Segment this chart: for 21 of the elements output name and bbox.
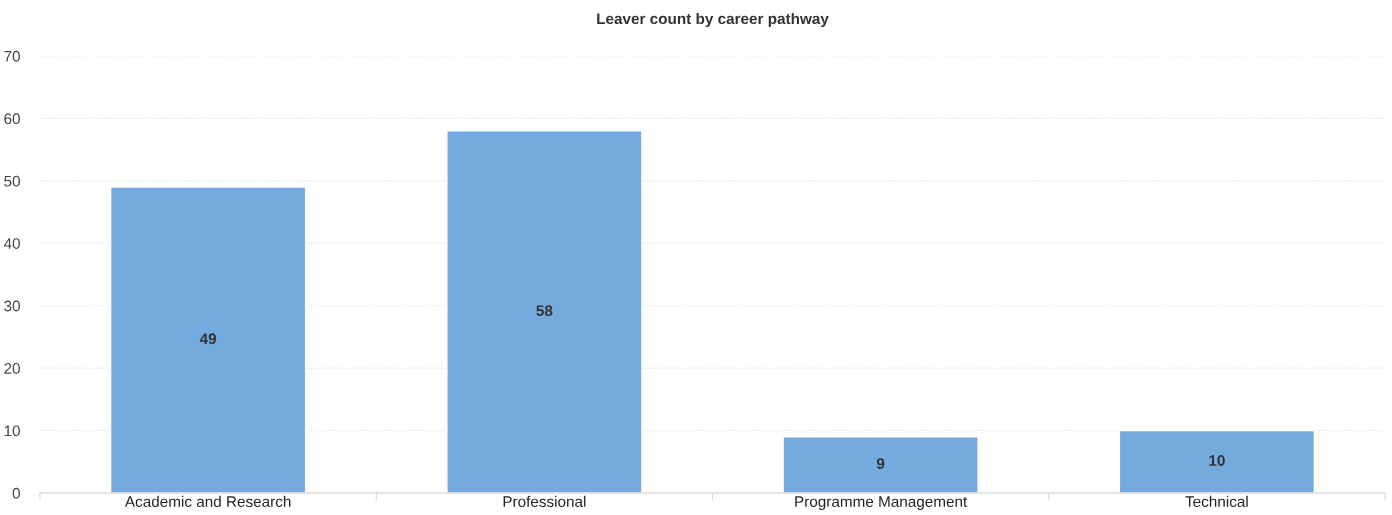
- y-tick-label: 70: [4, 50, 20, 62]
- data-label: 58: [536, 305, 553, 317]
- x-tick-label: Technical: [1185, 495, 1248, 507]
- y-tick-label: 20: [4, 363, 20, 374]
- data-label: 10: [1209, 455, 1225, 466]
- bar: [446, 130, 643, 493]
- y-tick-label: 30: [4, 300, 20, 312]
- bar: [109, 186, 307, 493]
- x-tick-label: Academic and Research: [124, 495, 291, 507]
- x-tick-label: Programme Management: [795, 496, 968, 511]
- data-label: 9: [876, 458, 885, 470]
- data-label: 49: [199, 333, 217, 345]
- y-tick-label: 0: [12, 487, 20, 499]
- y-tick-label: 60: [4, 113, 20, 125]
- x-tick-label: Professional: [503, 495, 586, 507]
- y-tick-label: 50: [4, 175, 20, 187]
- chart-title: Leaver count by career pathway: [597, 12, 829, 28]
- bar: [782, 436, 979, 493]
- bar: [1118, 429, 1316, 493]
- y-tick-label: 40: [3, 238, 20, 249]
- y-tick-label: 10: [4, 425, 20, 437]
